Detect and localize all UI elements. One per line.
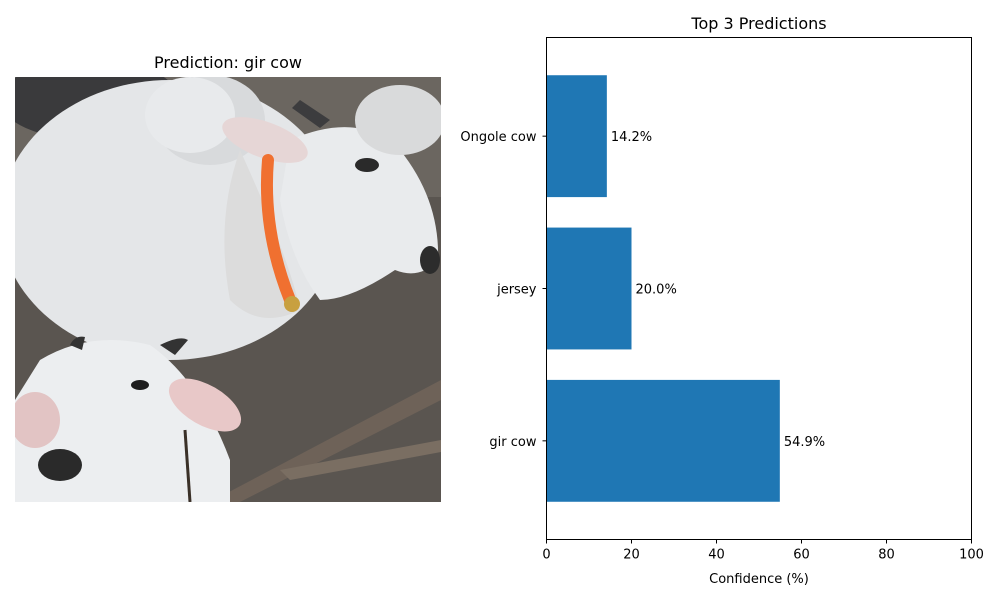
x-tick-label: 0 <box>542 548 550 563</box>
image-title: Prediction: gir cow <box>154 53 302 72</box>
plot-area: 54.9% gir cow 20.0% jersey 14.2% Ongole cow 0 2… <box>460 75 984 563</box>
bar-value-label: 54.9% <box>784 435 825 450</box>
bar-value-label: 20.0% <box>636 283 677 298</box>
plot-frame <box>546 37 972 540</box>
y-tick-label: jersey <box>496 283 537 298</box>
bar-value-label: 14.2% <box>611 130 652 145</box>
x-tick-label: 20 <box>623 548 640 563</box>
cow-photo <box>15 77 441 502</box>
y-tick-label: Ongole cow <box>460 130 537 145</box>
bar <box>546 379 780 502</box>
chart-title: Top 3 Predictions <box>690 14 826 33</box>
x-tick-label: 40 <box>708 548 725 563</box>
x-tick-label: 100 <box>959 548 984 563</box>
bar <box>546 75 607 198</box>
x-tick-label: 80 <box>878 548 895 563</box>
x-axis-label: Confidence (%) <box>709 572 809 587</box>
x-tick-label: 60 <box>793 548 810 563</box>
y-tick-label: gir cow <box>489 435 536 450</box>
bar <box>546 227 632 350</box>
